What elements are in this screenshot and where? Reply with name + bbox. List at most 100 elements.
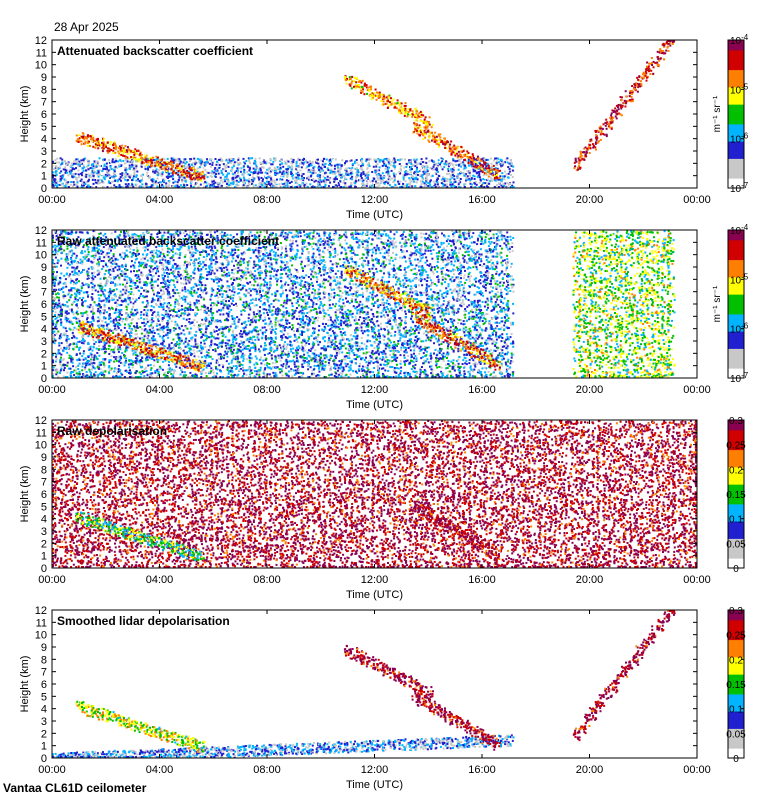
data-pixel xyxy=(291,181,293,183)
data-pixel xyxy=(129,165,131,167)
data-pixel xyxy=(97,164,99,166)
data-pixel xyxy=(281,163,283,165)
data-pixel xyxy=(91,272,93,274)
data-pixel xyxy=(119,162,121,164)
data-pixel xyxy=(299,184,301,186)
data-pixel xyxy=(324,166,326,168)
data-pixel xyxy=(431,172,433,174)
data-pixel xyxy=(104,159,106,161)
data-pixel xyxy=(595,141,597,143)
data-pixel xyxy=(437,183,439,185)
data-pixel xyxy=(503,168,505,170)
data-pixel xyxy=(381,94,383,96)
data-pixel xyxy=(86,318,88,320)
data-pixel xyxy=(98,249,100,251)
data-pixel xyxy=(460,166,462,168)
data-pixel xyxy=(104,294,106,296)
data-pixel xyxy=(55,257,57,259)
data-pixel xyxy=(115,146,117,148)
data-pixel xyxy=(450,162,452,164)
data-pixel xyxy=(93,343,95,345)
data-pixel xyxy=(356,162,358,164)
data-pixel xyxy=(73,313,75,315)
data-pixel xyxy=(339,181,341,183)
data-pixel xyxy=(368,89,370,91)
data-pixel xyxy=(380,175,382,177)
data-pixel xyxy=(192,167,194,169)
data-pixel xyxy=(295,177,297,179)
data-pixel xyxy=(415,170,417,172)
data-pixel xyxy=(345,186,347,188)
data-pixel xyxy=(90,372,92,374)
data-pixel xyxy=(134,159,136,161)
data-pixel xyxy=(68,252,70,254)
data-pixel xyxy=(94,301,96,303)
data-pixel xyxy=(480,164,482,166)
data-pixel xyxy=(78,349,80,351)
data-pixel xyxy=(86,314,88,316)
data-pixel xyxy=(599,128,601,130)
data-pixel xyxy=(83,158,85,160)
data-pixel xyxy=(467,179,469,181)
data-pixel xyxy=(151,184,153,186)
x-tick-label: 08:00 xyxy=(253,194,281,206)
data-pixel xyxy=(103,177,105,179)
data-pixel xyxy=(178,158,180,160)
data-pixel xyxy=(443,163,445,165)
data-pixel xyxy=(495,180,497,182)
data-pixel xyxy=(578,165,580,167)
data-pixel xyxy=(55,289,57,291)
data-pixel xyxy=(373,166,375,168)
data-pixel xyxy=(99,313,101,315)
data-pixel xyxy=(188,164,190,166)
data-pixel xyxy=(98,300,100,302)
data-pixel xyxy=(134,148,136,150)
data-pixel xyxy=(301,166,303,168)
data-pixel xyxy=(460,154,462,156)
data-pixel xyxy=(91,262,93,264)
data-pixel xyxy=(248,173,250,175)
data-pixel xyxy=(434,141,436,143)
data-pixel xyxy=(400,112,402,114)
data-pixel xyxy=(71,255,73,257)
data-pixel xyxy=(387,100,389,102)
data-pixel xyxy=(310,175,312,177)
data-pixel xyxy=(366,183,368,185)
data-pixel xyxy=(420,180,422,182)
data-pixel xyxy=(209,161,211,163)
data-pixel xyxy=(511,163,513,165)
data-pixel xyxy=(387,171,389,173)
data-pixel xyxy=(94,160,96,162)
data-pixel xyxy=(97,161,99,163)
data-pixel xyxy=(420,161,422,163)
data-pixel xyxy=(466,170,468,172)
data-pixel xyxy=(204,181,206,183)
data-pixel xyxy=(101,260,103,262)
data-pixel xyxy=(317,174,319,176)
data-pixel xyxy=(198,173,200,175)
data-pixel xyxy=(54,285,56,287)
data-pixel xyxy=(75,178,77,180)
data-pixel xyxy=(226,174,228,176)
data-pixel xyxy=(118,153,120,155)
data-pixel xyxy=(60,319,62,321)
data-pixel xyxy=(382,172,384,174)
data-pixel xyxy=(243,181,245,183)
data-pixel xyxy=(205,161,207,163)
data-pixel xyxy=(509,168,511,170)
data-pixel xyxy=(376,186,378,188)
data-pixel xyxy=(350,183,352,185)
data-pixel xyxy=(394,161,396,163)
data-pixel xyxy=(421,176,423,178)
data-pixel xyxy=(458,177,460,179)
data-pixel xyxy=(63,358,65,360)
data-pixel xyxy=(58,299,60,301)
data-pixel xyxy=(67,294,69,296)
data-pixel xyxy=(263,167,265,169)
data-pixel xyxy=(85,176,87,178)
data-pixel xyxy=(248,181,250,183)
data-pixel xyxy=(204,169,206,171)
data-pixel xyxy=(458,183,460,185)
data-pixel xyxy=(506,157,508,159)
data-pixel xyxy=(420,120,422,122)
